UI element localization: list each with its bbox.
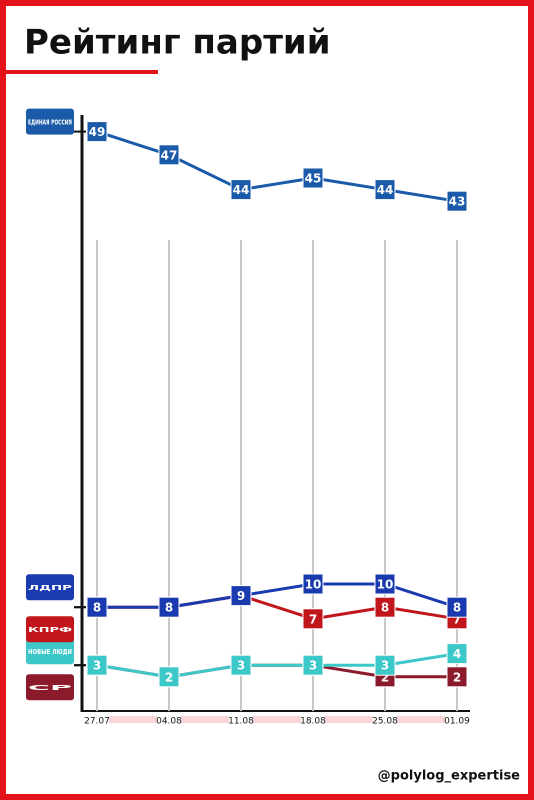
party-logo: ЛДПР [26, 574, 86, 609]
data-point: 10 [302, 573, 324, 595]
value-label: 3 [93, 659, 101, 673]
legend-label: НОВЫЕ ЛЮДИ [28, 648, 72, 656]
x-band [325, 716, 373, 723]
value-label: 45 [305, 172, 322, 186]
x-tick-label: 01.09 [444, 717, 470, 727]
logo-badge [26, 674, 74, 701]
party-logo: ЕДИНАЯ РОССИЯ [26, 108, 86, 135]
legend-label: ЕДИНАЯ РОССИЯ [28, 119, 72, 127]
point-box [374, 179, 396, 201]
x-band [253, 716, 301, 723]
value-label: 8 [165, 601, 173, 615]
value-label: 8 [381, 601, 389, 615]
point-box [302, 608, 324, 630]
value-label: 8 [93, 601, 101, 615]
value-label: 10 [377, 578, 394, 592]
chart-title: Рейтинг партий [24, 23, 331, 63]
data-point: 3 [374, 654, 396, 676]
point-box [446, 643, 468, 665]
value-label: 9 [237, 589, 245, 603]
data-point: 44 [374, 179, 396, 201]
value-label: 3 [237, 659, 245, 673]
x-tick-label: 27.07 [84, 717, 110, 727]
point-box [446, 666, 468, 688]
x-band [109, 716, 157, 723]
value-label: 3 [381, 659, 389, 673]
value-label: 7 [453, 612, 461, 626]
data-point: 8 [86, 596, 108, 618]
x-tick-label: 11.08 [228, 717, 254, 727]
legend-label: СР [28, 684, 72, 692]
legend-label: КПРФ [28, 626, 72, 634]
value-label: 43 [449, 195, 466, 209]
x-band [397, 716, 445, 723]
data-point: 43 [446, 190, 468, 212]
point-box [446, 190, 468, 212]
point-box [230, 179, 252, 201]
value-label: 47 [161, 148, 178, 162]
value-label: 4 [453, 647, 461, 661]
x-tick-label: 18.08 [300, 717, 326, 727]
point-box [86, 121, 108, 143]
value-label: 44 [377, 183, 394, 197]
series-line [96, 652, 458, 679]
data-point: 7 [302, 608, 324, 630]
footer: @polylog_expertise [378, 769, 521, 784]
legend-label: ЛДПР [28, 584, 72, 592]
party-logo: НОВЫЕ ЛЮДИ [26, 638, 86, 667]
value-label: 8 [453, 601, 461, 615]
series-line [96, 130, 458, 203]
data-point: 45 [302, 167, 324, 189]
data-point: 10 [374, 573, 396, 595]
data-point: 2 [446, 666, 468, 688]
point-box [86, 596, 108, 618]
value-label: 2 [453, 670, 461, 684]
x-tick-label: 25.08 [372, 717, 398, 727]
data-point: 8 [374, 596, 396, 618]
data-point: 8 [158, 596, 180, 618]
data-point: 2 [158, 666, 180, 688]
logo-badge [26, 616, 74, 643]
point-box [158, 596, 180, 618]
point-box [374, 596, 396, 618]
logo-badge [26, 108, 74, 135]
x-tick-label: 04.08 [156, 717, 182, 727]
data-point: 8 [446, 596, 468, 618]
point-box [302, 167, 324, 189]
data-point: 44 [230, 179, 252, 201]
value-label: 10 [305, 578, 322, 592]
point-box [86, 654, 108, 676]
point-box [302, 654, 324, 676]
point-box [446, 596, 468, 618]
value-label: 44 [233, 183, 250, 197]
x-band [181, 716, 229, 723]
party-logo: КПРФ [26, 606, 86, 643]
value-label: 2 [165, 670, 173, 684]
party-logo: СР [26, 664, 86, 701]
value-label: 3 [309, 659, 317, 673]
point-box [374, 654, 396, 676]
data-point: 49 [86, 121, 108, 143]
point-box [158, 144, 180, 166]
logo-badge [26, 574, 74, 601]
data-point: 4 [446, 643, 468, 665]
data-point: 3 [86, 654, 108, 676]
point-box [230, 585, 252, 607]
point-box [158, 666, 180, 688]
series-line [97, 582, 458, 609]
data-point: 9 [230, 585, 252, 607]
value-label: 49 [89, 125, 106, 139]
point-box [374, 573, 396, 595]
data-point: 3 [230, 654, 252, 676]
data-point: 47 [158, 144, 180, 166]
point-box [302, 573, 324, 595]
data-point: 3 [302, 654, 324, 676]
point-box [230, 654, 252, 676]
value-label: 7 [309, 612, 317, 626]
logo-badge [26, 638, 74, 665]
value-label: 2 [381, 670, 389, 684]
